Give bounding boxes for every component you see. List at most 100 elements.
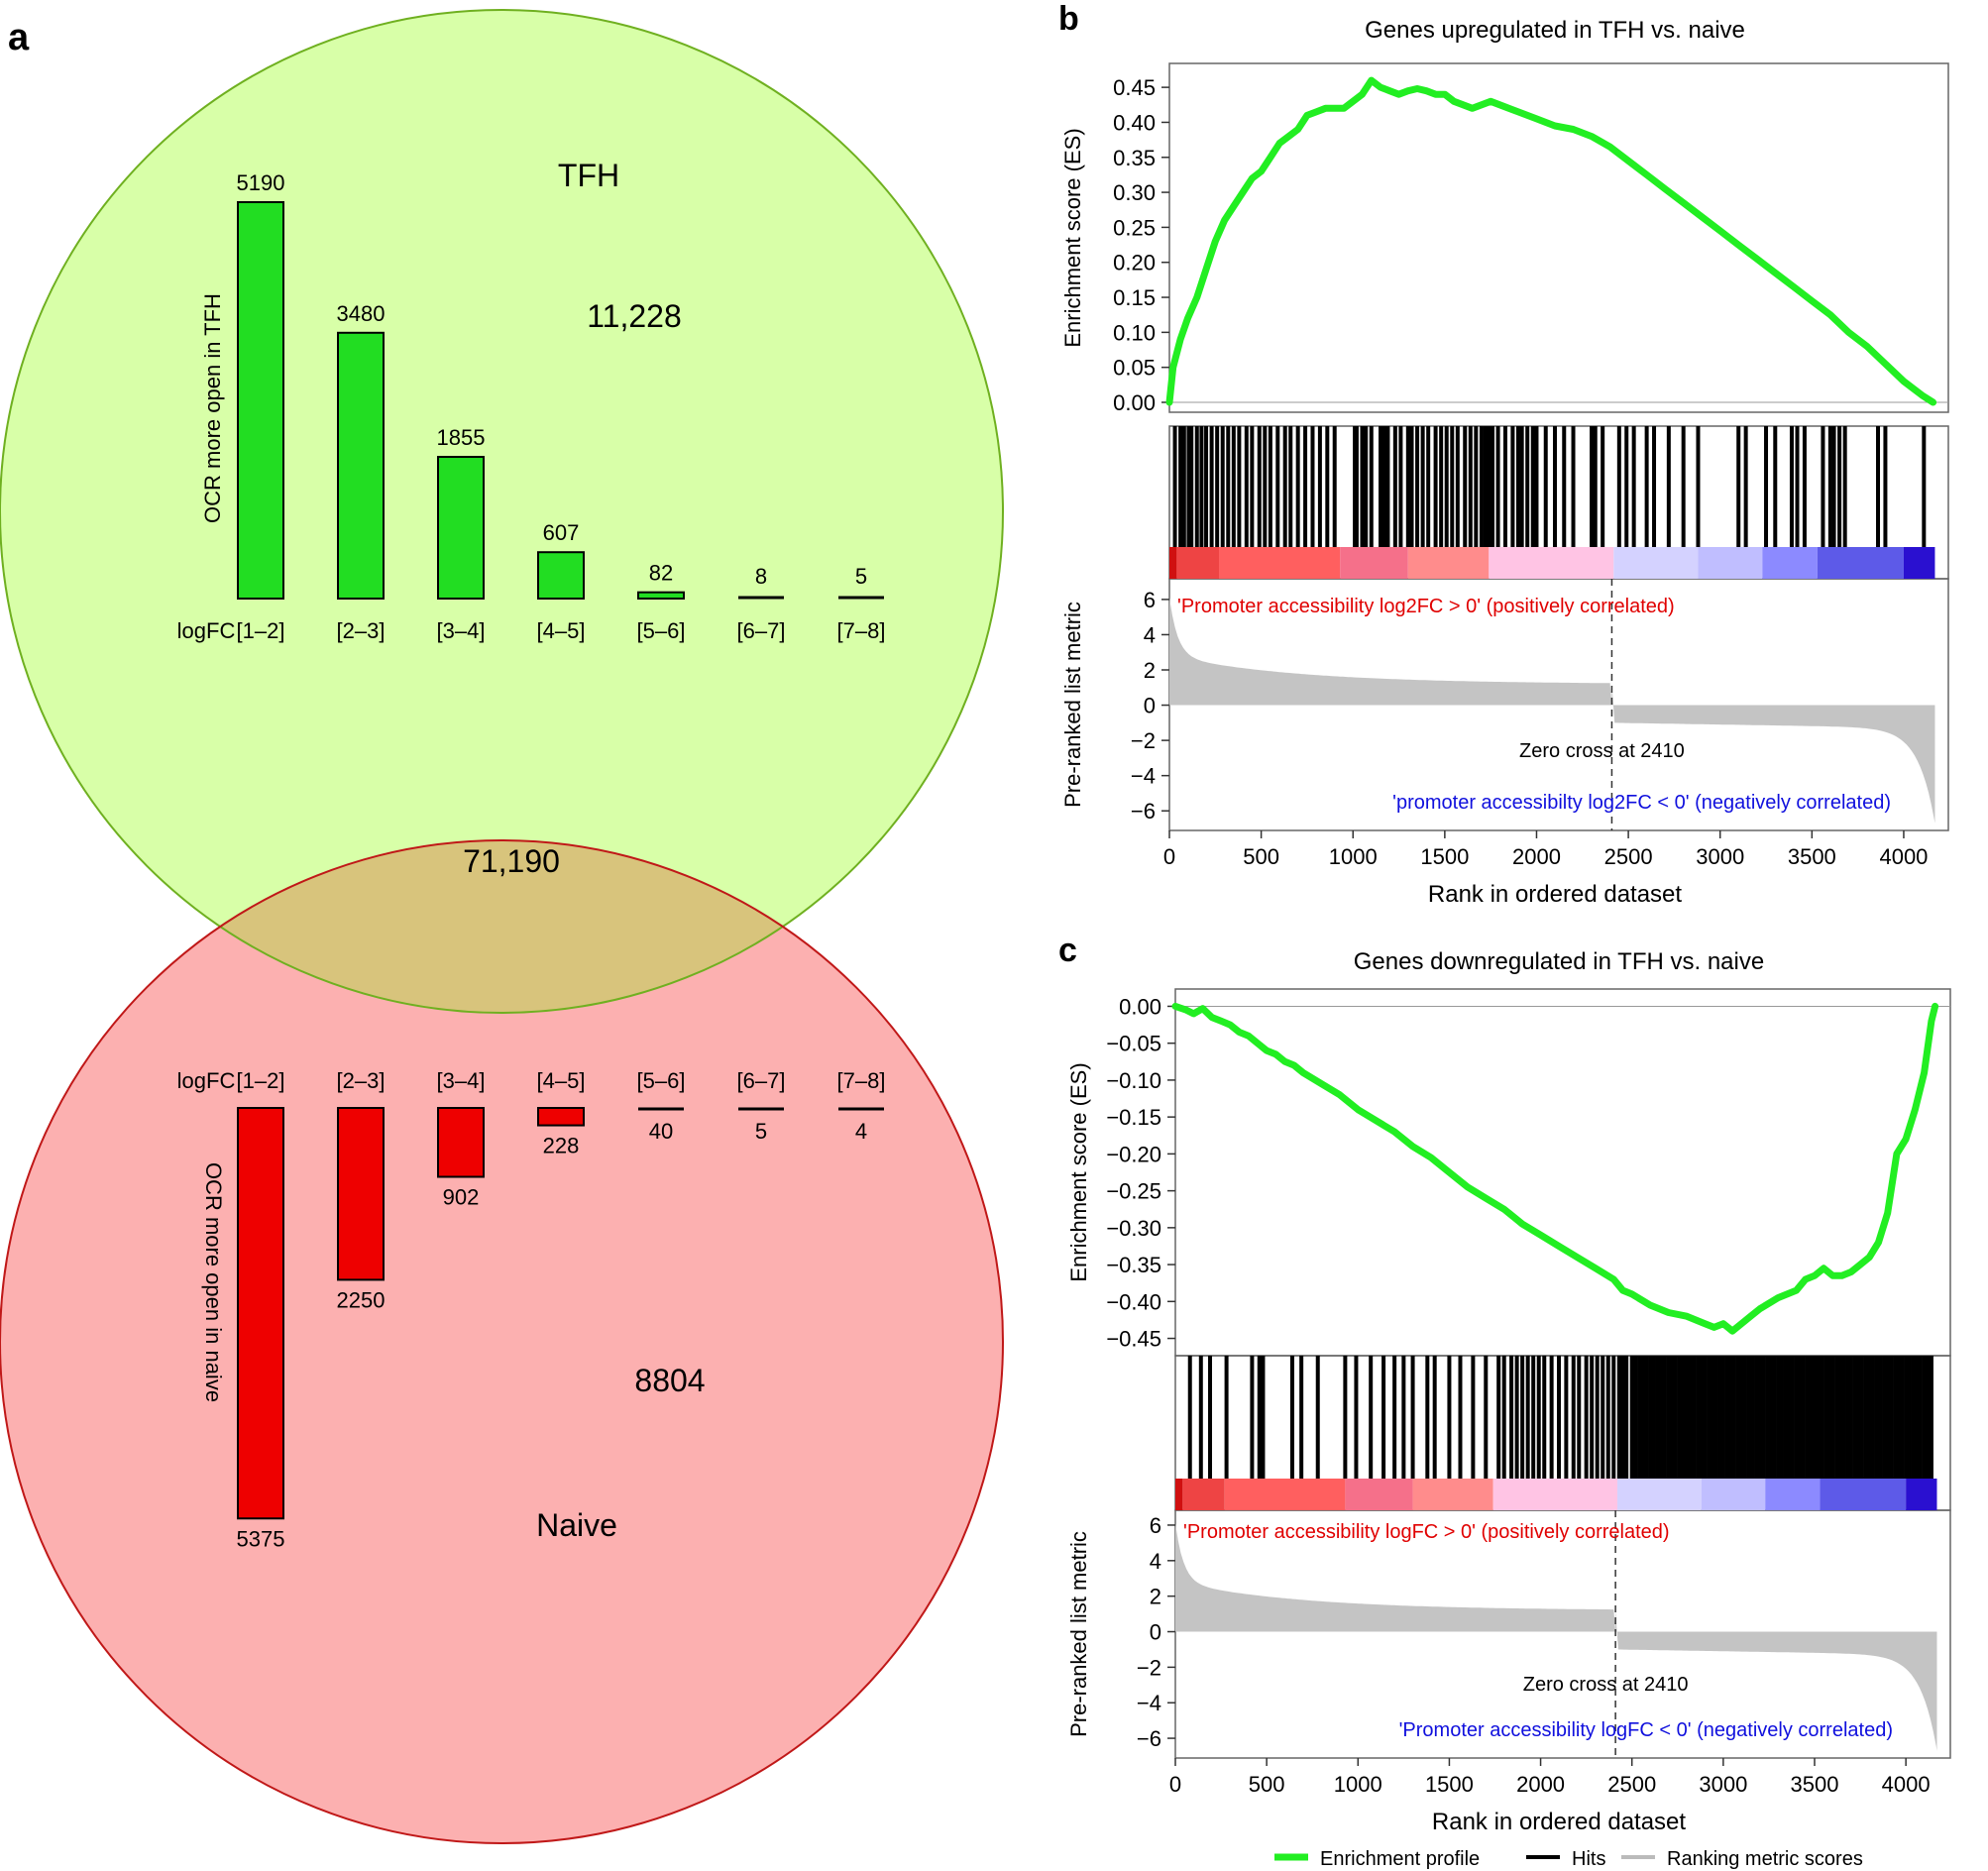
es-ytick-label: −0.10 [1106,1068,1161,1093]
metric-ylabel: Pre-ranked list metric [1060,602,1085,808]
naive-xlabel-prefix: logFC [177,1068,236,1093]
es-ytick-label: 0.15 [1113,285,1156,310]
xtick-label: 500 [1249,1772,1285,1797]
metric-ytick-label: 2 [1144,658,1156,683]
heatmap-segment [1412,1479,1493,1510]
es-frame [1174,988,1951,1357]
heatmap-segment [1224,1479,1346,1510]
tfh-tick-label: [3–4] [437,618,486,643]
metric-ytick-label: −6 [1137,1726,1161,1751]
naive-bar-value: 4 [855,1119,867,1144]
tfh-tick-label: [1–2] [237,618,285,643]
xtick-label: 0 [1163,844,1175,869]
heatmap-segment [1176,547,1220,579]
enrichment-curve [1165,76,1937,406]
naive-bar-chart: 5375 [1–2] 2250 [2–3] 902 [3–4] 228 [4–5] 40 [5–6… [177,1068,886,1551]
heatmap-segment [1340,547,1408,579]
heatmap-segment [1698,547,1763,579]
xtick-label: 1500 [1420,844,1469,869]
tfh-bar-value: 82 [649,561,673,586]
tfh-tick-label: [7–8] [837,618,886,643]
tfh-bar [237,201,284,600]
naive-tick-label: [7–8] [837,1068,886,1093]
tfh-tick-label: [2–3] [337,618,386,643]
venn-naive-circle [0,840,1003,1843]
xtick-label: 3000 [1696,844,1744,869]
metric-ytick-label: 4 [1144,622,1156,647]
heatmap-segment [1613,547,1699,579]
heatmap-segment [1492,1479,1617,1510]
tfh-bar-value: 3480 [337,301,386,326]
naive-bar [337,1107,385,1281]
venn-tfh-outline [0,9,1004,1014]
es-ytick-label: −0.15 [1106,1105,1161,1130]
heatmap-segment [1182,1479,1225,1510]
xlabel: Rank in ordered dataset [1432,1809,1686,1835]
venn-overlap [220,840,783,1013]
tfh-bar-value: 1855 [437,425,486,450]
heatmap-segment [1903,547,1935,579]
metric-ytick-label: 0 [1144,694,1156,718]
metric-ytick-label: −2 [1131,728,1156,753]
metric-negative-area [1615,1609,1937,1751]
tfh-bar [337,331,385,600]
heatmap-segment [1407,547,1490,579]
es-ytick-label: 0.00 [1119,994,1161,1019]
naive-bar-value: 5375 [237,1526,285,1551]
tfh-bar-value: 5190 [237,170,285,195]
xtick-label: 0 [1169,1772,1181,1797]
es-ytick-label: −0.35 [1106,1253,1161,1277]
gsea-title: Genes downregulated in TFH vs. naive [1354,948,1764,975]
venn-tfh-only-count: 11,228 [587,298,682,334]
heatmap-segment [1169,547,1177,579]
metric-negative-area [1611,683,1935,824]
naive-tick-label: [6–7] [737,1068,786,1093]
metric-ylabel: Pre-ranked list metric [1066,1531,1091,1737]
panel-a: a TFH 11,228 71,190 8804 Naive 5190 [1–2]… [0,9,1004,1844]
xtick-label: 3500 [1788,844,1836,869]
naive-ylabel: OCR more open in naive [201,1162,226,1402]
es-ytick-label: 0.20 [1113,251,1156,275]
venn-naive-label: Naive [536,1507,617,1543]
metric-ytick-label: 2 [1150,1585,1161,1609]
metric-ytick-label: 4 [1150,1549,1161,1574]
heatmap-segment [1817,547,1904,579]
venn-tfh-label: TFH [558,158,619,193]
naive-bar [237,1107,284,1520]
tfh-bar [437,456,485,600]
es-ytick-label: 0.35 [1113,146,1156,170]
gsea-title: Genes upregulated in TFH vs. naive [1365,17,1745,44]
metric-ytick-label: 0 [1150,1620,1161,1645]
es-ytick-label: −0.30 [1106,1216,1161,1241]
gsea-down-chart: Genes downregulated in TFH vs. naive 0.00… [1066,948,1951,1835]
xtick-label: 2500 [1607,1772,1656,1797]
es-ytick-label: 0.05 [1113,356,1156,381]
es-ylabel: Enrichment score (ES) [1066,1062,1091,1281]
xtick-label: 1500 [1425,1772,1474,1797]
xtick-label: 4000 [1879,844,1928,869]
venn-naive-outline [0,839,1004,1844]
es-ytick-label: −0.20 [1106,1142,1161,1166]
naive-bar [537,1107,585,1127]
es-ytick-label: 0.25 [1113,215,1156,240]
heatmap-segment [1616,1479,1702,1510]
es-ytick-label: −0.45 [1106,1327,1161,1352]
heatmap-segment [1765,1479,1821,1510]
xtick-label: 1000 [1334,1772,1382,1797]
tfh-ylabel: OCR more open in TFH [200,293,225,523]
naive-bar-value: 40 [649,1119,673,1144]
xlabel: Rank in ordered dataset [1428,881,1682,908]
es-ytick-label: −0.40 [1106,1289,1161,1314]
naive-bar-value: 902 [443,1185,480,1210]
gsea-up-chart: Genes upregulated in TFH vs. naive 0.45 0.… [1060,17,1949,908]
panel-b-label: b [1058,0,1079,38]
es-frame [1168,62,1949,413]
tfh-xlabel-prefix: logFC [177,618,236,643]
naive-tick-label: [1–2] [237,1068,285,1093]
metric-ytick-label: −2 [1137,1655,1161,1680]
tfh-tick-label: [6–7] [737,618,786,643]
heatmap-segment [1701,1479,1766,1510]
tfh-bar-value: 5 [855,564,867,589]
es-ytick-label: −0.25 [1106,1179,1161,1204]
